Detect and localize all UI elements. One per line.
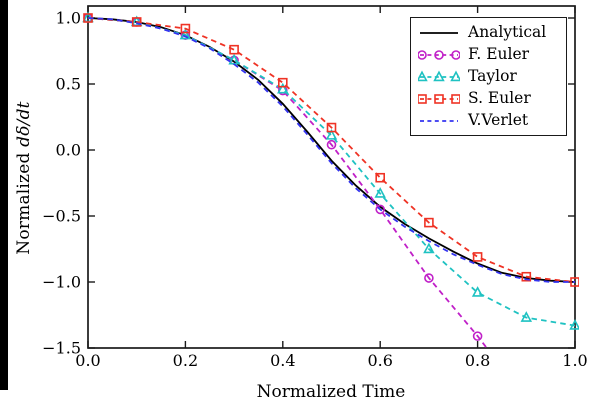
series-group xyxy=(82,11,579,372)
square-marker xyxy=(375,172,386,183)
circle-marker xyxy=(434,50,444,60)
square-marker xyxy=(451,94,460,104)
legend-item-analytical: Analytical xyxy=(411,22,566,44)
circle-marker xyxy=(424,273,434,283)
legend-label: Analytical xyxy=(468,23,547,42)
circle-marker xyxy=(418,50,427,60)
triangle-marker xyxy=(520,311,533,322)
legend-sample xyxy=(420,120,458,122)
y-tick-label: 0.5 xyxy=(56,75,81,94)
series-line-f-euler xyxy=(87,17,488,348)
square-marker xyxy=(180,23,191,34)
y-tick-label: −1.0 xyxy=(42,273,81,292)
square-marker xyxy=(229,44,239,55)
square-marker xyxy=(131,17,142,27)
legend: Analytical F. Euler Taylor S. Euler V.Verlet xyxy=(410,17,567,136)
legend-sample xyxy=(418,50,460,60)
triangle-marker xyxy=(423,242,435,254)
legend-item-s-euler: S. Euler xyxy=(411,88,566,110)
y-axis-label-prefix: Normalized xyxy=(14,146,34,255)
legend-sample xyxy=(420,32,458,34)
square-marker xyxy=(472,252,483,262)
y-tick-label: −1.5 xyxy=(42,339,81,358)
legend-sample xyxy=(418,70,460,82)
legend-label: V.Verlet xyxy=(468,111,529,130)
x-tick-label: 0.8 xyxy=(465,351,490,370)
x-tick-label: 0.2 xyxy=(173,351,198,370)
triangle-marker xyxy=(433,70,445,82)
triangle-marker xyxy=(569,319,579,330)
series-line-analytical xyxy=(87,17,576,283)
y-tick-label: 0.0 xyxy=(56,141,81,160)
legend-sample xyxy=(418,94,460,104)
x-tick-label: 0.6 xyxy=(367,351,392,370)
triangle-marker xyxy=(418,70,428,82)
series-line-v-verlet xyxy=(87,17,575,283)
triangle-marker xyxy=(450,70,460,82)
square-marker xyxy=(424,217,434,228)
y-axis-label-math: dδ/dt xyxy=(14,101,34,147)
triangle-marker xyxy=(374,187,386,198)
circle-marker xyxy=(472,331,483,341)
triangle-marker xyxy=(325,128,338,140)
legend-label: S. Euler xyxy=(468,89,531,108)
square-marker xyxy=(570,277,579,287)
circle-marker xyxy=(375,204,386,215)
triangle-marker xyxy=(277,82,289,94)
legend-item-f-euler: F. Euler xyxy=(411,44,566,66)
y-axis-label: Normalized dδ/dt xyxy=(14,101,34,254)
triangle-marker xyxy=(471,286,484,297)
plot-frame xyxy=(87,5,576,349)
y-tick-label: 1.0 xyxy=(56,9,81,28)
left-black-strip xyxy=(0,0,8,390)
x-tick-label: 0.0 xyxy=(75,351,100,370)
x-axis-label: Normalized Time xyxy=(256,382,406,402)
triangle-marker xyxy=(179,28,192,40)
square-marker xyxy=(521,271,532,282)
circle-marker xyxy=(326,139,337,150)
square-marker xyxy=(326,122,337,133)
square-marker xyxy=(277,77,288,88)
x-tick-label: 0.4 xyxy=(270,351,295,370)
circle-marker xyxy=(498,364,506,372)
legend-item-v-verlet: V.Verlet xyxy=(411,110,566,132)
square-marker xyxy=(434,94,444,104)
legend-label: Taylor xyxy=(468,67,517,86)
legend-label: F. Euler xyxy=(468,45,530,64)
legend-item-taylor: Taylor xyxy=(411,66,566,88)
y-tick-label: −0.5 xyxy=(42,207,81,226)
series-line-s-euler xyxy=(87,17,576,283)
x-tick-label: 1.0 xyxy=(562,351,587,370)
square-marker xyxy=(418,94,427,104)
circle-marker xyxy=(451,50,460,60)
